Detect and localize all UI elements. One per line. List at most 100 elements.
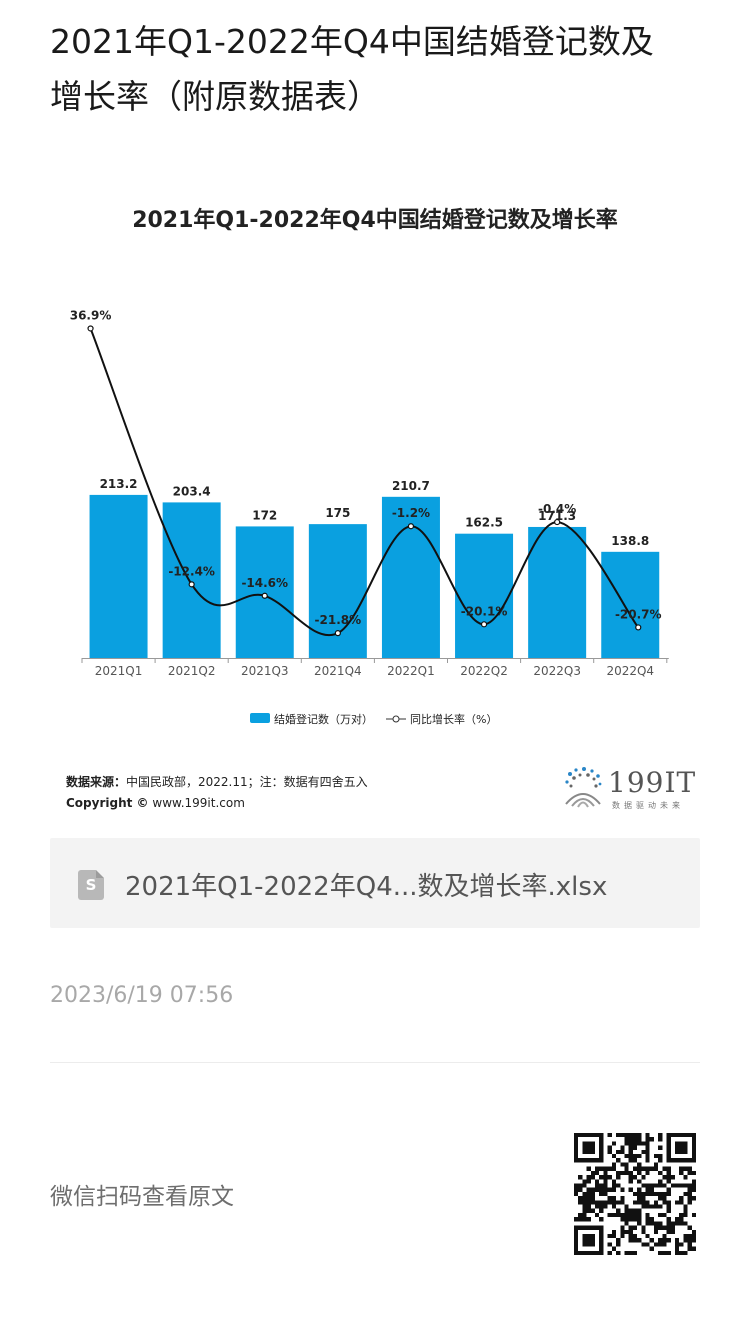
qr-module bbox=[586, 1179, 591, 1184]
qr-module bbox=[616, 1158, 621, 1163]
source-block: 数据来源：中国民政部，2022.11；注：数据有四舍五入 Copyright ©… bbox=[66, 772, 368, 814]
qr-module bbox=[595, 1183, 600, 1188]
qr-module bbox=[649, 1238, 654, 1243]
qr-module bbox=[586, 1191, 591, 1197]
qr-module bbox=[645, 1217, 650, 1222]
qr-module bbox=[662, 1183, 667, 1188]
qr-module bbox=[607, 1242, 612, 1247]
qr-module bbox=[658, 1183, 663, 1188]
qr-module bbox=[658, 1196, 663, 1201]
qr-module bbox=[599, 1187, 604, 1192]
qr-module bbox=[574, 1246, 579, 1251]
qr-module bbox=[666, 1179, 671, 1184]
qr-module bbox=[637, 1191, 642, 1197]
qr-module bbox=[578, 1200, 583, 1205]
qr-module bbox=[599, 1242, 604, 1247]
qr-module bbox=[607, 1149, 612, 1155]
qr-module bbox=[691, 1212, 696, 1218]
qr-module bbox=[624, 1229, 629, 1234]
qr-module bbox=[582, 1200, 587, 1205]
qr-module bbox=[662, 1238, 667, 1243]
qr-module bbox=[666, 1170, 671, 1176]
qr-module bbox=[574, 1217, 579, 1222]
qr-module bbox=[658, 1191, 663, 1197]
qr-module bbox=[578, 1250, 583, 1255]
qr-module bbox=[691, 1238, 696, 1243]
qr-module bbox=[666, 1204, 671, 1209]
qr-module bbox=[607, 1212, 612, 1218]
qr-module bbox=[666, 1145, 671, 1150]
qr-module bbox=[632, 1145, 638, 1150]
qr-module bbox=[658, 1158, 663, 1163]
qr-module bbox=[683, 1158, 688, 1163]
qr-module bbox=[595, 1187, 600, 1192]
qr-module bbox=[586, 1158, 591, 1163]
qr-module bbox=[658, 1170, 663, 1176]
qr-module bbox=[611, 1166, 617, 1171]
qr-module bbox=[603, 1170, 608, 1176]
qr-module bbox=[590, 1238, 596, 1243]
qr-module bbox=[666, 1133, 671, 1138]
qr-module bbox=[574, 1238, 579, 1243]
qr-module bbox=[662, 1242, 667, 1247]
qr-module bbox=[632, 1175, 638, 1180]
qr-module bbox=[624, 1250, 629, 1255]
qr-module bbox=[582, 1217, 587, 1222]
qr-module bbox=[653, 1204, 659, 1209]
attachment-card[interactable]: S 2021年Q1-2022年Q4...数及增长率.xlsx bbox=[50, 838, 700, 928]
qr-module bbox=[620, 1149, 625, 1155]
legend-bar-swatch bbox=[250, 713, 270, 723]
qr-module bbox=[590, 1149, 596, 1155]
qr-module bbox=[607, 1145, 612, 1150]
qr-module bbox=[616, 1212, 621, 1218]
qr-module bbox=[658, 1221, 663, 1226]
bar-2021Q2 bbox=[162, 502, 221, 658]
growth-point-2022Q1 bbox=[407, 523, 415, 530]
qr-module bbox=[620, 1229, 625, 1234]
qr-module bbox=[578, 1225, 583, 1230]
qr-module bbox=[582, 1204, 587, 1209]
qr-module bbox=[637, 1212, 642, 1218]
bar-label-2021Q1: 213.2 bbox=[100, 477, 138, 491]
qr-module bbox=[649, 1246, 654, 1251]
qr-module bbox=[645, 1158, 650, 1163]
qr-module bbox=[645, 1141, 650, 1146]
qr-module bbox=[611, 1246, 617, 1251]
qr-module bbox=[674, 1238, 680, 1243]
qr-module bbox=[574, 1183, 579, 1188]
growth-rate-line bbox=[89, 328, 640, 637]
qr-module bbox=[628, 1217, 633, 1222]
qr-module bbox=[624, 1208, 629, 1213]
qr-module bbox=[645, 1212, 650, 1218]
qr-module bbox=[582, 1225, 587, 1230]
qr-module bbox=[691, 1229, 696, 1234]
qr-module bbox=[607, 1196, 612, 1201]
qr-module bbox=[628, 1250, 633, 1255]
qr-module bbox=[683, 1233, 688, 1239]
qr-module bbox=[620, 1225, 625, 1230]
qr-module bbox=[666, 1154, 671, 1159]
qr-module bbox=[586, 1145, 591, 1150]
qr-module bbox=[616, 1208, 621, 1213]
qr-module bbox=[649, 1221, 654, 1226]
qr-module bbox=[590, 1175, 596, 1180]
qr-module bbox=[599, 1225, 604, 1230]
qr-module bbox=[691, 1187, 696, 1192]
qr-code-icon[interactable] bbox=[574, 1133, 696, 1255]
qr-module bbox=[632, 1208, 638, 1213]
qr-module bbox=[679, 1158, 684, 1163]
qr-module bbox=[641, 1183, 646, 1188]
qr-module bbox=[674, 1200, 680, 1205]
qr-module bbox=[683, 1145, 688, 1150]
qr-module bbox=[679, 1212, 684, 1218]
qr-module bbox=[687, 1166, 692, 1171]
qr-module bbox=[624, 1221, 629, 1226]
chart-svg: 213.2 2021Q1 203.4 2021Q2 172 2021Q3 175 2021Q4… bbox=[70, 308, 669, 726]
bar-label-2021Q4: 175 bbox=[325, 506, 350, 520]
qr-module bbox=[637, 1166, 642, 1171]
qr-module bbox=[683, 1166, 688, 1171]
qr-module bbox=[628, 1233, 633, 1239]
qr-module bbox=[637, 1187, 642, 1192]
page-title-line-1: 2021年Q1-2022年Q4中国结婚登记数及 bbox=[50, 22, 654, 61]
qr-module bbox=[590, 1133, 596, 1138]
